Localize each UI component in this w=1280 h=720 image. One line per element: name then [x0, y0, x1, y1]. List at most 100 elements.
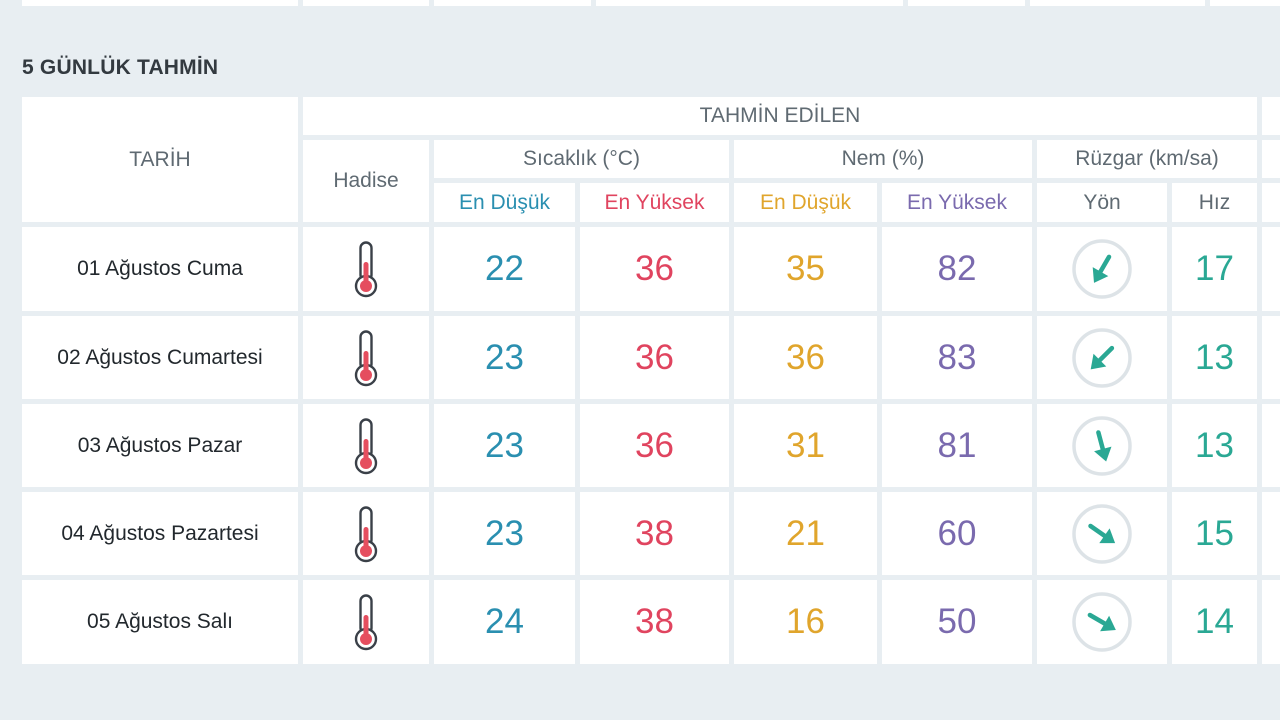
subheader-temp-min-label: En Düşük	[458, 190, 551, 214]
header-temperature-label: Sıcaklık (°C)	[523, 147, 640, 170]
hum-max-value: 50	[937, 602, 977, 641]
previous-table-cell	[1030, 0, 1205, 6]
wind-speed-value: 17	[1195, 249, 1234, 288]
wind-direction-arrow-icon	[1072, 239, 1132, 299]
hum-max-cell: 82	[882, 227, 1032, 311]
temp-max-value: 36	[635, 249, 674, 288]
hum-min-value: 36	[786, 337, 825, 377]
temp-max-cell: 36	[580, 316, 729, 399]
temp-max-cell: 36	[580, 227, 729, 311]
wind-speed-cell: 14	[1172, 580, 1257, 664]
wind-direction-arrow-icon	[1072, 327, 1132, 388]
date-cell: 01 Ağustos Cuma	[22, 227, 298, 311]
date-label: 01 Ağustos Cuma	[77, 257, 243, 280]
wind-dir-cell	[1037, 580, 1167, 664]
wind-speed-value: 13	[1195, 425, 1234, 465]
row-overflow-cell	[1262, 492, 1280, 575]
temp-min-value: 22	[485, 249, 524, 288]
wind-speed-value: 14	[1195, 602, 1234, 641]
previous-table-cell	[303, 0, 429, 6]
header-humidity: Nem (%)	[734, 140, 1032, 178]
temp-max-value: 36	[635, 425, 674, 465]
hum-max-cell: 81	[882, 404, 1032, 487]
wind-speed-cell: 15	[1172, 492, 1257, 575]
wind-dir-cell	[1037, 492, 1167, 575]
temp-min-value: 23	[485, 425, 524, 465]
subheader-temp-max: En Yüksek	[580, 183, 729, 222]
hum-max-cell: 50	[882, 580, 1032, 664]
temp-min-cell: 22	[434, 227, 575, 311]
date-cell: 05 Ağustos Salı	[22, 580, 298, 664]
temp-min-value: 23	[485, 513, 524, 553]
subheader-hum-max: En Yüksek	[882, 183, 1032, 222]
wind-speed-cell: 13	[1172, 316, 1257, 399]
hum-min-cell: 36	[734, 316, 877, 399]
wind-direction-arrow-icon	[1072, 503, 1132, 564]
event-cell	[303, 404, 429, 487]
header-wind-label: Rüzgar (km/sa)	[1075, 147, 1219, 170]
header-overflow-cell	[1262, 140, 1280, 178]
wind-speed-cell: 13	[1172, 404, 1257, 487]
header-temperature: Sıcaklık (°C)	[434, 140, 729, 178]
date-label: 03 Ağustos Pazar	[77, 433, 243, 457]
temp-min-value: 24	[485, 602, 524, 641]
wind-speed-value: 15	[1195, 513, 1234, 553]
temp-max-value: 36	[635, 337, 674, 377]
event-cell	[303, 316, 429, 399]
temp-min-cell: 23	[434, 404, 575, 487]
row-overflow-cell	[1262, 580, 1280, 664]
previous-table-cell	[596, 0, 903, 6]
temp-min-cell: 24	[434, 580, 575, 664]
date-cell: 02 Ağustos Cumartesi	[22, 316, 298, 399]
temp-max-cell: 38	[580, 580, 729, 664]
previous-table-cell	[908, 0, 1025, 6]
hum-max-value: 60	[937, 513, 977, 553]
subheader-wind-dir-label: Yön	[1083, 190, 1121, 214]
wind-direction-arrow-icon	[1072, 415, 1132, 476]
hum-max-value: 82	[937, 249, 977, 288]
previous-table-cell	[1210, 0, 1280, 6]
hum-max-value: 83	[937, 337, 977, 377]
thermometer-hot-icon	[354, 241, 378, 298]
section-title: 5 GÜNLÜK TAHMİN	[22, 56, 219, 79]
thermometer-hot-icon	[354, 329, 378, 386]
header-overflow-cell	[1262, 97, 1280, 135]
previous-table-cell	[22, 0, 298, 6]
event-cell	[303, 580, 429, 664]
subheader-hum-max-label: En Yüksek	[906, 190, 1007, 214]
subheader-wind-speed: Hız	[1172, 183, 1257, 222]
hum-min-cell: 16	[734, 580, 877, 664]
header-wind: Rüzgar (km/sa)	[1037, 140, 1257, 178]
wind-dir-cell	[1037, 227, 1167, 311]
hum-max-cell: 83	[882, 316, 1032, 399]
event-cell	[303, 492, 429, 575]
thermometer-hot-icon	[354, 594, 378, 651]
date-label: 05 Ağustos Salı	[87, 610, 233, 633]
header-event: Hadise	[303, 140, 429, 222]
subheader-hum-min-label: En Düşük	[759, 190, 852, 214]
thermometer-hot-icon	[354, 417, 378, 474]
temp-max-cell: 38	[580, 492, 729, 575]
hum-max-cell: 60	[882, 492, 1032, 575]
event-cell	[303, 227, 429, 311]
hum-min-cell: 35	[734, 227, 877, 311]
header-forecast-label: TAHMİN EDİLEN	[699, 104, 861, 127]
hum-min-value: 16	[786, 602, 825, 641]
subheader-temp-max-label: En Yüksek	[604, 190, 705, 214]
subheader-wind-speed-label: Hız	[1198, 190, 1231, 214]
date-label: 04 Ağustos Pazartesi	[61, 521, 259, 545]
wind-speed-value: 13	[1195, 337, 1234, 377]
hum-min-value: 35	[786, 249, 825, 288]
hum-min-cell: 21	[734, 492, 877, 575]
wind-dir-cell	[1037, 404, 1167, 487]
subheader-wind-dir: Yön	[1037, 183, 1167, 222]
hum-min-cell: 31	[734, 404, 877, 487]
thermometer-hot-icon	[354, 505, 378, 562]
subheader-hum-min: En Düşük	[734, 183, 877, 222]
temp-max-value: 38	[635, 602, 674, 641]
date-cell: 04 Ağustos Pazartesi	[22, 492, 298, 575]
hum-max-value: 81	[937, 425, 977, 465]
date-cell: 03 Ağustos Pazar	[22, 404, 298, 487]
wind-speed-cell: 17	[1172, 227, 1257, 311]
row-overflow-cell	[1262, 404, 1280, 487]
